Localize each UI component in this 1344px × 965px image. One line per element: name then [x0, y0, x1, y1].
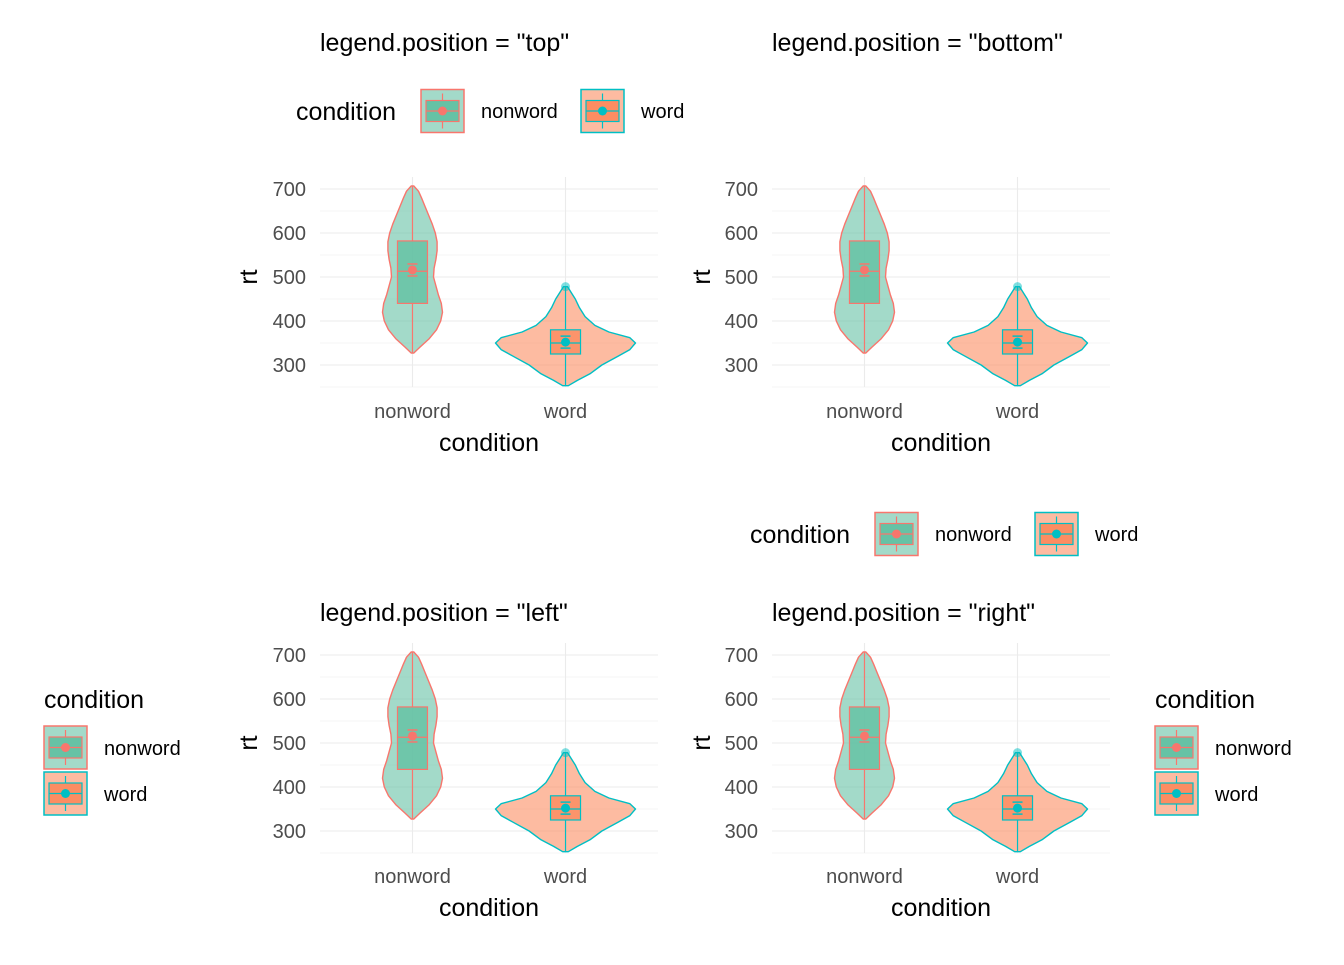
- grid-lines: [772, 643, 1110, 854]
- legend: condition nonword word: [1154, 686, 1292, 816]
- legend-key-mean-point: [892, 529, 901, 539]
- chart-title: legend.position = "bottom": [772, 29, 1063, 57]
- legend: condition nonword word: [750, 511, 1138, 557]
- x-tick-label: word: [995, 866, 1039, 888]
- outlier-point-word: [1013, 282, 1023, 292]
- legend-key-mean-point: [1052, 529, 1061, 539]
- legend-label: word: [1094, 524, 1138, 546]
- legend-key-nonword: [874, 511, 919, 557]
- chart-title: legend.position = "top": [320, 29, 569, 57]
- legend-label: word: [103, 784, 147, 806]
- x-axis-label: condition: [439, 894, 539, 922]
- legend-key-mean-point: [438, 106, 447, 116]
- chart-title: legend.position = "right": [772, 599, 1035, 627]
- x-tick-label: word: [995, 401, 1039, 423]
- x-axis-label: condition: [891, 429, 991, 457]
- mean-point-nonword: [407, 265, 417, 275]
- y-tick-label: 600: [273, 223, 306, 245]
- mean-point-nonword: [407, 731, 417, 741]
- legend-key-mean-point: [61, 789, 70, 798]
- x-tick-label: word: [543, 401, 587, 423]
- mean-point-word: [561, 337, 571, 347]
- legend-key-mean-point: [1172, 789, 1181, 798]
- legend-title: condition: [44, 686, 144, 714]
- x-tick-label: nonword: [374, 401, 451, 423]
- x-tick-label: nonword: [374, 866, 451, 888]
- y-tick-label: 500: [273, 267, 306, 289]
- legend-label: nonword: [935, 524, 1012, 546]
- legend-key-word: [1154, 771, 1199, 816]
- y-tick-label: 300: [725, 821, 758, 843]
- mean-point-word: [1013, 803, 1023, 813]
- y-axis-label: rt: [235, 269, 263, 284]
- mean-point-word: [1013, 337, 1023, 347]
- legend-label: nonword: [481, 101, 558, 123]
- y-tick-label: 400: [273, 311, 306, 333]
- outlier-point-word: [561, 282, 571, 292]
- legend-title: condition: [750, 521, 850, 549]
- outlier-point-word: [1013, 748, 1023, 758]
- y-tick-label: 400: [725, 777, 758, 799]
- y-tick-label: 400: [725, 311, 758, 333]
- y-tick-label: 400: [273, 777, 306, 799]
- x-tick-label: nonword: [826, 401, 903, 423]
- legend: condition nonword word: [43, 686, 181, 816]
- y-tick-label: 300: [273, 355, 306, 377]
- box-nonword: [396, 706, 429, 770]
- legend-key-word: [1034, 511, 1079, 557]
- mean-point-nonword: [859, 731, 869, 741]
- y-tick-label: 600: [273, 689, 306, 711]
- legend-title: condition: [296, 98, 396, 126]
- legend-label: nonword: [104, 738, 181, 760]
- legend-key-nonword: [420, 88, 465, 134]
- legend-key-nonword: [1154, 725, 1199, 770]
- legend-title: condition: [1155, 686, 1255, 714]
- y-tick-label: 700: [725, 179, 758, 201]
- legend-key-mean-point: [598, 106, 607, 116]
- y-tick-label: 600: [725, 223, 758, 245]
- y-tick-label: 300: [725, 355, 758, 377]
- y-tick-label: 600: [725, 689, 758, 711]
- y-tick-label: 700: [273, 645, 306, 667]
- chart-title: legend.position = "left": [320, 599, 568, 627]
- legend-key-word: [43, 771, 88, 816]
- x-tick-label: word: [543, 866, 587, 888]
- x-tick-label: nonword: [826, 866, 903, 888]
- y-axis-label: rt: [688, 735, 716, 750]
- legend-label: nonword: [1215, 738, 1292, 760]
- legend-key-mean-point: [61, 743, 70, 752]
- legend-key-nonword: [43, 725, 88, 770]
- x-axis-label: condition: [891, 894, 991, 922]
- legend-key-word: [580, 88, 625, 134]
- y-tick-label: 700: [725, 645, 758, 667]
- y-tick-label: 500: [725, 733, 758, 755]
- y-axis-label: rt: [235, 735, 263, 750]
- y-tick-label: 500: [725, 267, 758, 289]
- legend-key-mean-point: [1172, 743, 1181, 752]
- y-axis-label: rt: [688, 269, 716, 284]
- mean-point-nonword: [859, 265, 869, 275]
- legend: condition nonword word: [296, 88, 684, 134]
- legend-label: word: [1214, 784, 1258, 806]
- y-tick-label: 300: [273, 821, 306, 843]
- legend-label: word: [640, 101, 684, 123]
- mean-point-word: [561, 803, 571, 813]
- y-tick-label: 500: [273, 733, 306, 755]
- y-tick-label: 700: [273, 179, 306, 201]
- outlier-point-word: [561, 748, 571, 758]
- x-axis-label: condition: [439, 429, 539, 457]
